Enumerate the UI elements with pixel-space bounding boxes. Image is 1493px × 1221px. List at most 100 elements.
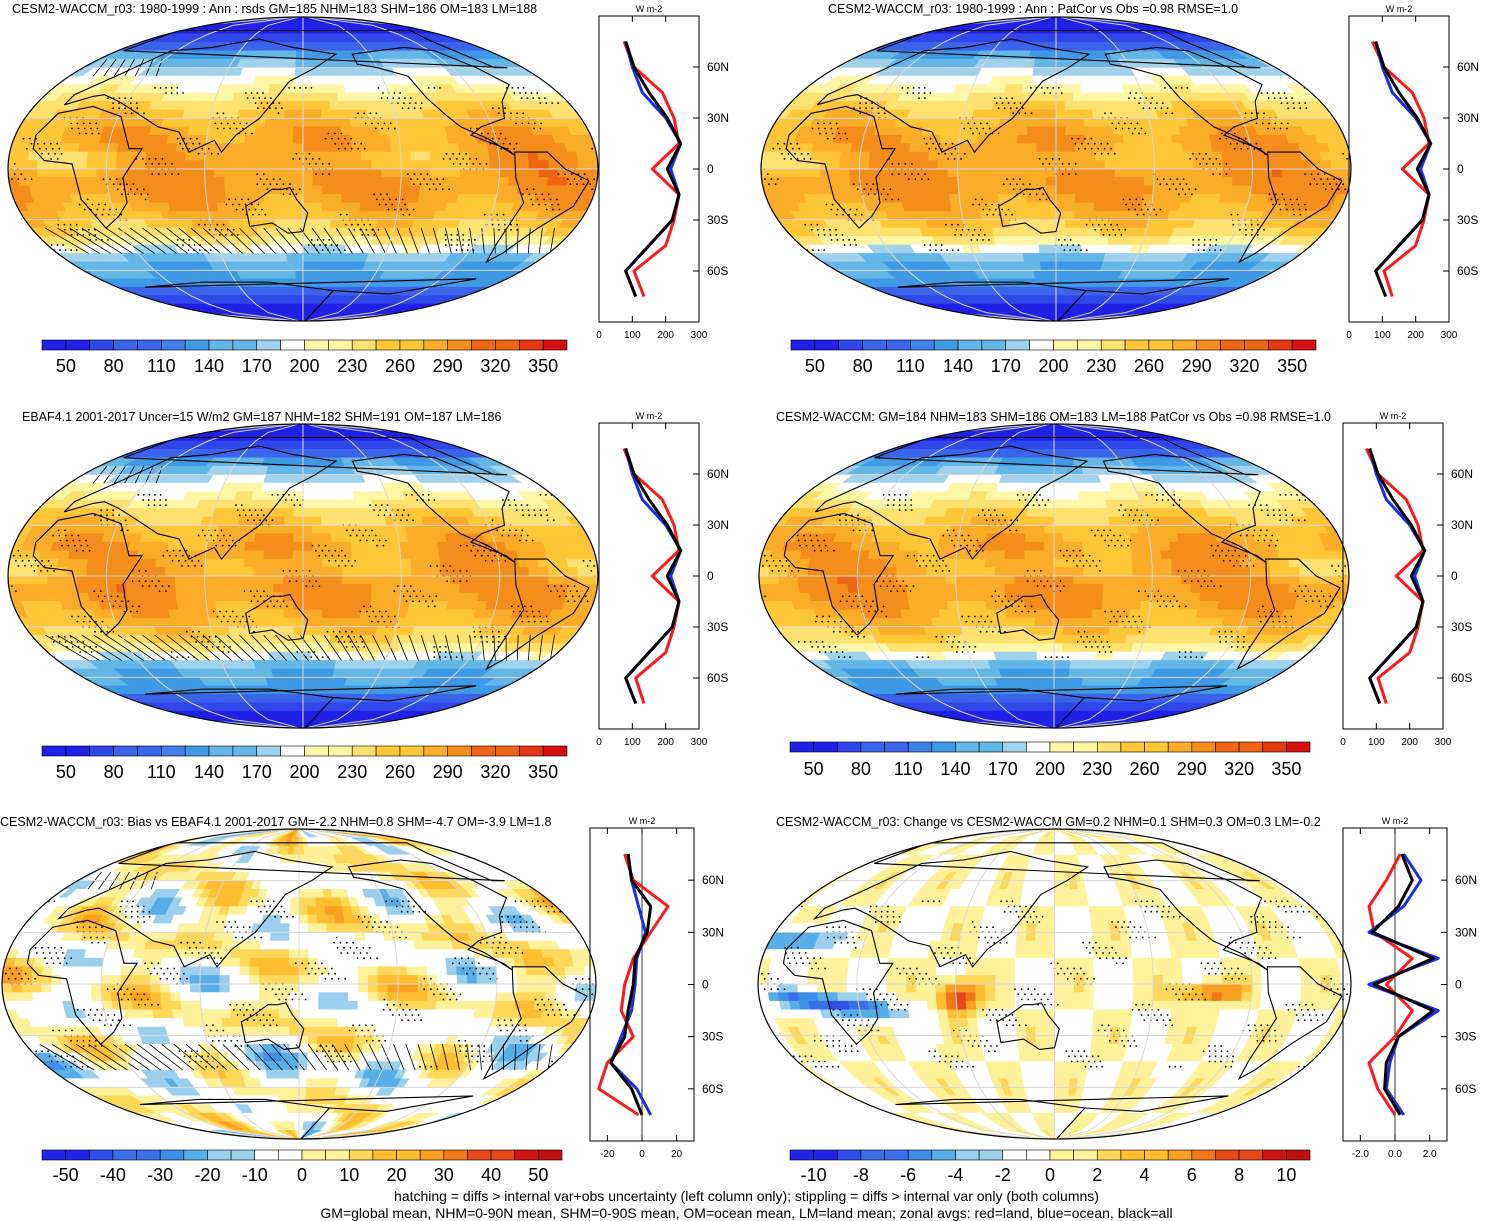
x-tick-label: -2.0 xyxy=(1352,1149,1370,1160)
panel-title: CESM2-WACCM: GM=184 NHM=183 SHM=186 OM=1… xyxy=(776,410,1331,424)
units-label: W m-2 xyxy=(636,411,663,421)
colorbar-label: 260 xyxy=(385,356,415,376)
x-tick-label: 0.0 xyxy=(1388,1149,1402,1160)
colorbar-label: 200 xyxy=(289,356,319,376)
colorbar-label: 260 xyxy=(1134,356,1164,376)
colorbar-label: 230 xyxy=(337,762,367,782)
lat-tick-label: 30N xyxy=(707,111,729,125)
colorbar-label: 140 xyxy=(194,762,224,782)
lat-tick-label: 30N xyxy=(1455,925,1477,939)
x-tick-label: 20 xyxy=(671,1149,683,1160)
x-tick-label: 2.0 xyxy=(1423,1149,1437,1160)
x-tick-label: 100 xyxy=(624,330,641,341)
colorbar-label: 200 xyxy=(1038,356,1068,376)
caption-line-1: hatching = diffs > internal var+obs unce… xyxy=(0,1188,1493,1204)
global-map xyxy=(760,16,1352,322)
colorbar-label: -4 xyxy=(947,1165,963,1185)
colorbar-label: 260 xyxy=(1130,759,1160,779)
colorbar-label: 170 xyxy=(242,762,272,782)
colorbar-label: 80 xyxy=(851,759,871,779)
lat-tick-label: 60N xyxy=(1455,873,1477,887)
panel-title: CESM2-WACCM_r03: 1980-1999 : Ann : rsds … xyxy=(12,2,537,16)
units-label: W m-2 xyxy=(636,4,663,14)
lat-tick-label: 0 xyxy=(1455,978,1462,992)
global-map xyxy=(1,828,597,1140)
colorbar-label: -10 xyxy=(242,1165,268,1185)
lat-tick-label: 30N xyxy=(1451,518,1473,532)
lat-tick-label: 30S xyxy=(1451,620,1472,634)
colorbar-label: -8 xyxy=(853,1165,869,1185)
units-label: W m-2 xyxy=(1386,4,1413,14)
colorbar-label: 350 xyxy=(528,762,558,782)
colorbar-label: 200 xyxy=(289,762,319,782)
lat-tick-label: 60N xyxy=(1451,467,1473,481)
colorbar-label: -6 xyxy=(900,1165,916,1185)
x-tick-label: 100 xyxy=(1368,737,1385,748)
colorbar-label: 20 xyxy=(387,1165,407,1185)
lat-tick-label: 60S xyxy=(707,264,728,278)
colorbar-label: 290 xyxy=(433,356,463,376)
colorbar-label: 320 xyxy=(1224,759,1254,779)
lat-tick-label: 30S xyxy=(702,1030,723,1044)
global-map xyxy=(758,423,1350,729)
units-label: W m-2 xyxy=(1380,411,1407,421)
lat-tick-label: 30N xyxy=(1457,111,1479,125)
units-label: W m-2 xyxy=(629,816,656,826)
x-tick-label: 0 xyxy=(639,1149,645,1160)
global-map xyxy=(7,16,599,322)
colorbar-label: 6 xyxy=(1187,1165,1197,1185)
colorbar-label: 350 xyxy=(1271,759,1301,779)
colorbar-label: 40 xyxy=(481,1165,501,1185)
x-tick-label: 200 xyxy=(657,330,674,341)
global-map xyxy=(7,423,599,729)
colorbar-label: 50 xyxy=(56,356,76,376)
lat-tick-label: 0 xyxy=(1457,162,1464,176)
colorbar-label: 0 xyxy=(297,1165,307,1185)
x-tick-label: 0 xyxy=(596,330,602,341)
lat-tick-label: 0 xyxy=(707,569,714,583)
units-label: W m-2 xyxy=(1382,816,1409,826)
zonal-series-all xyxy=(1373,854,1434,1115)
colorbar-label: 200 xyxy=(1035,759,1065,779)
lat-tick-label: 60N xyxy=(1457,60,1479,74)
colorbar-label: 80 xyxy=(104,762,124,782)
lat-tick-label: 60N xyxy=(707,467,729,481)
colorbar-label: 320 xyxy=(480,356,510,376)
colorbar-label: 320 xyxy=(480,762,510,782)
colorbar-label: 10 xyxy=(1276,1165,1296,1185)
colorbar-label: 110 xyxy=(896,356,925,376)
x-tick-label: 300 xyxy=(1435,737,1452,748)
colorbar-label: 50 xyxy=(805,356,825,376)
x-tick-label: 300 xyxy=(1441,330,1458,341)
colorbar-label: 320 xyxy=(1229,356,1259,376)
colorbar-label: 290 xyxy=(1182,356,1212,376)
lat-tick-label: 30S xyxy=(707,620,728,634)
colorbar-label: -2 xyxy=(995,1165,1011,1185)
colorbar-label: -30 xyxy=(147,1165,173,1185)
panel-title: CESM2-WACCM_r03: 1980-1999 : Ann : PatCo… xyxy=(828,2,1238,16)
colorbar-label: 0 xyxy=(1045,1165,1055,1185)
colorbar-label: 230 xyxy=(1082,759,1112,779)
global-map xyxy=(757,828,1352,1140)
zonal-series-all xyxy=(611,854,651,1115)
colorbar-label: 30 xyxy=(434,1165,454,1185)
colorbar-label: 50 xyxy=(804,759,824,779)
colorbar-label: -20 xyxy=(194,1165,220,1185)
lat-tick-label: 30S xyxy=(707,213,728,227)
x-tick-label: 100 xyxy=(1374,330,1391,341)
colorbar-label: 140 xyxy=(194,356,224,376)
colorbar-label: 8 xyxy=(1234,1165,1244,1185)
colorbar-label: 170 xyxy=(991,356,1021,376)
colorbar-label: 140 xyxy=(943,356,973,376)
colorbar-label: -40 xyxy=(100,1165,126,1185)
x-tick-label: 200 xyxy=(1407,330,1424,341)
colorbar-label: 110 xyxy=(894,759,923,779)
colorbar-label: 290 xyxy=(1177,759,1207,779)
colorbar-label: 50 xyxy=(528,1165,548,1185)
lat-tick-label: 60N xyxy=(702,873,724,887)
lat-tick-label: 0 xyxy=(707,162,714,176)
